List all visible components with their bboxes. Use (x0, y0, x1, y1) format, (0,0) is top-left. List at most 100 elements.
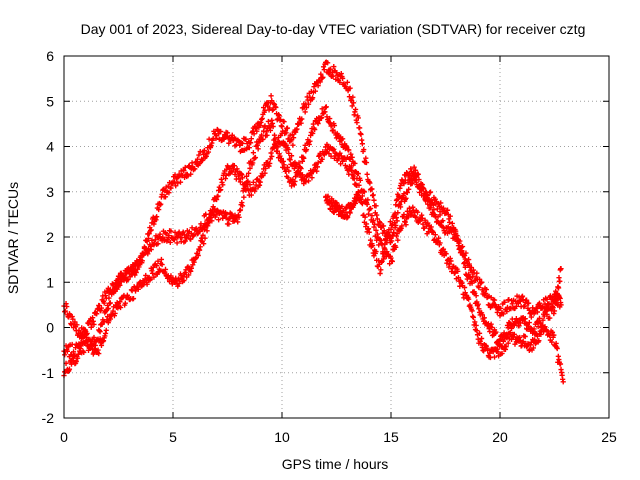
data-point (462, 264, 468, 270)
data-point (284, 164, 291, 170)
data-point (349, 103, 355, 109)
data-point (312, 126, 318, 133)
data-point (550, 304, 556, 311)
data-point (141, 252, 147, 258)
data-point (351, 175, 357, 182)
data-point (109, 291, 115, 297)
data-point (416, 176, 422, 183)
data-point (200, 232, 206, 238)
data-point (380, 223, 387, 229)
data-point (166, 232, 172, 239)
data-point (432, 196, 438, 202)
data-point (497, 341, 503, 347)
y-tick-label: -2 (42, 410, 55, 426)
data-point (331, 146, 337, 152)
data-point (290, 142, 296, 148)
data-point (101, 318, 107, 325)
data-point (401, 181, 407, 187)
data-point (157, 231, 163, 237)
data-point (144, 281, 150, 287)
data-point (403, 195, 409, 201)
y-axis-label: SDTVAR / TECUs (5, 182, 21, 294)
data-point (366, 229, 372, 235)
data-point (491, 354, 498, 360)
data-point (98, 305, 105, 311)
data-point (81, 339, 87, 345)
data-point (265, 118, 271, 125)
data-point (528, 339, 534, 345)
data-point (469, 308, 475, 314)
axes: 0 5 10 15 20 25 -2 -1 0 1 2 3 4 5 6 (42, 48, 617, 445)
data-point (303, 179, 309, 185)
data-point (369, 186, 375, 192)
plot-frame (63, 55, 610, 419)
data-point (292, 178, 298, 184)
data-point (218, 187, 224, 193)
data-point (76, 327, 82, 333)
data-point (229, 132, 235, 138)
data-point (173, 183, 179, 189)
data-point (448, 258, 454, 264)
data-point (273, 104, 279, 111)
data-point (224, 130, 231, 136)
data-point (284, 125, 291, 131)
data-point (191, 232, 197, 238)
data-point (444, 207, 451, 213)
data-point (449, 220, 455, 227)
data-point (97, 329, 103, 335)
data-point (473, 322, 479, 329)
data-point (125, 276, 131, 282)
data-point (162, 266, 169, 272)
data-point (98, 342, 105, 348)
data-point (103, 295, 109, 301)
data-point (346, 147, 352, 153)
data-point (472, 319, 478, 325)
data-point (248, 192, 254, 198)
data-point (401, 191, 407, 197)
data-point (218, 128, 224, 135)
data-point (337, 150, 343, 156)
data-point (201, 241, 207, 247)
data-point (347, 85, 353, 91)
data-point (348, 151, 354, 157)
data-point (328, 153, 334, 159)
data-point (318, 115, 325, 121)
data-point (526, 300, 532, 306)
data-point (551, 332, 557, 338)
data-point (66, 366, 73, 372)
y-tick-label: 0 (46, 320, 54, 336)
data-point (199, 157, 205, 164)
data-point (491, 297, 498, 303)
data-point (423, 198, 429, 204)
data-point (83, 334, 90, 340)
data-point (117, 299, 123, 305)
data-point (395, 237, 401, 243)
y-tick-label: 3 (46, 184, 54, 200)
data-point (384, 239, 390, 246)
data-point (513, 303, 519, 309)
data-point (243, 136, 249, 142)
data-point (331, 122, 338, 129)
data-point (163, 231, 169, 237)
data-point (196, 152, 202, 158)
data-point (278, 116, 284, 123)
data-point (558, 266, 564, 272)
data-point (530, 345, 536, 351)
y-tick-label: -1 (42, 365, 55, 381)
data-point (201, 227, 207, 233)
data-point (144, 238, 150, 245)
data-point (481, 315, 487, 321)
data-point (558, 302, 564, 308)
data-point (344, 79, 350, 85)
data-point (334, 200, 340, 206)
data-point (158, 256, 165, 263)
data-point (501, 330, 507, 336)
data-point (117, 282, 123, 288)
data-point (461, 284, 468, 291)
data-point (365, 197, 371, 203)
data-point (210, 204, 216, 210)
data-point (135, 286, 141, 292)
data-point (549, 339, 555, 345)
data-point (267, 160, 273, 167)
data-point (373, 248, 379, 255)
